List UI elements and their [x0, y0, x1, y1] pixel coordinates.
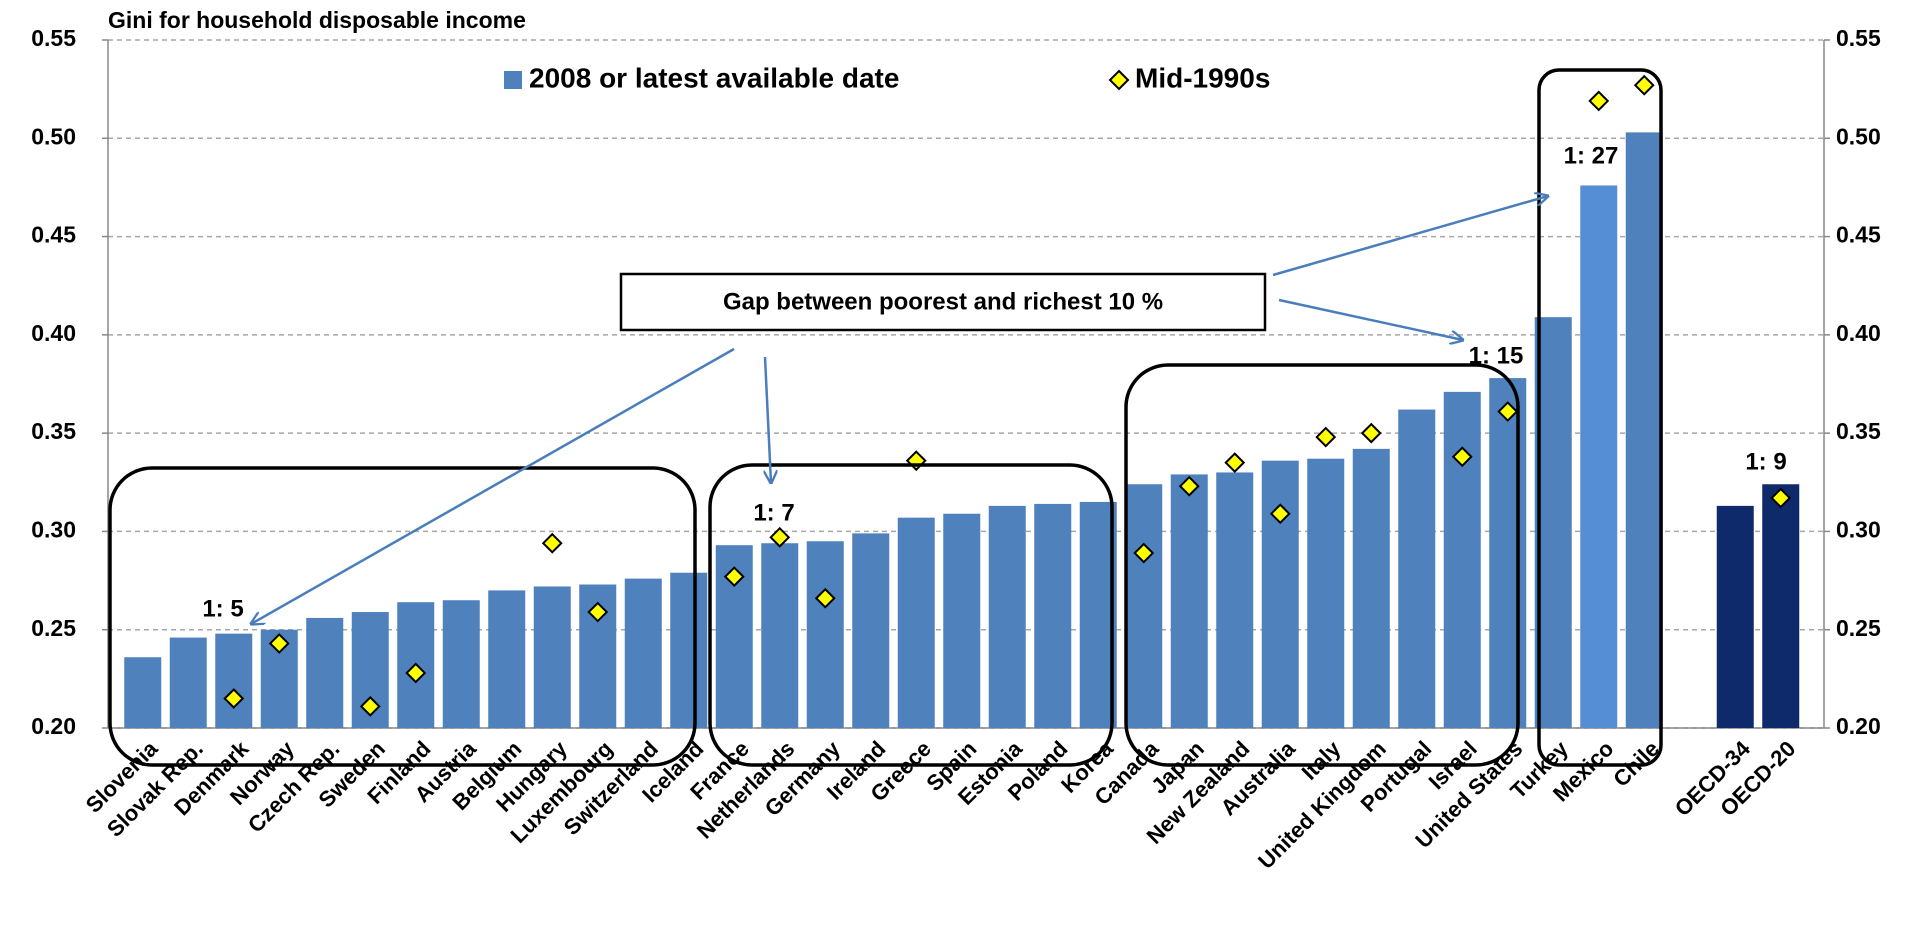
bar: [988, 505, 1026, 728]
marker: [1770, 487, 1792, 509]
bar: [1625, 132, 1663, 729]
marker: [405, 662, 427, 684]
bar: [806, 541, 844, 728]
group-boxes: [108, 68, 1663, 767]
y2-tick-label: 0.35: [1836, 418, 1881, 444]
bar: [215, 633, 253, 728]
legend-label: Mid-1990s: [1135, 62, 1270, 93]
y2-tick-label: 0.50: [1836, 123, 1881, 149]
marker: [1269, 503, 1291, 525]
arrows: [251, 196, 1548, 624]
group-box: [1537, 68, 1663, 767]
marker: [769, 526, 791, 548]
marker: [1451, 446, 1473, 468]
bar: [852, 533, 890, 728]
bar: [761, 543, 799, 728]
y2-tick-label: 0.25: [1836, 615, 1881, 641]
marker: [1633, 74, 1655, 96]
y2-tick-label: 0.30: [1836, 517, 1881, 543]
marker: [1497, 401, 1519, 422]
group-box: [108, 466, 697, 767]
chart-title: Gini for household disposable income: [108, 7, 526, 33]
bar: [943, 513, 981, 728]
marker: [268, 633, 290, 654]
bar: [1307, 458, 1345, 728]
bar: [1443, 391, 1481, 728]
y-tick-label: 0.25: [31, 615, 76, 641]
bar: [124, 657, 162, 728]
bar: [624, 578, 662, 728]
bar: [1125, 484, 1163, 728]
bar: [1534, 317, 1572, 728]
y2-tick-label: 0.55: [1836, 25, 1881, 51]
bar: [670, 572, 708, 728]
legend: 2008 or latest available date Mid-1990s: [504, 62, 1270, 93]
bar: [1762, 484, 1800, 728]
bar: [1216, 472, 1254, 728]
bar: [1261, 460, 1299, 728]
legend-swatch: [1108, 69, 1130, 91]
marker: [541, 532, 563, 554]
marker: [587, 601, 609, 623]
marker: [814, 587, 836, 609]
y-tick-label: 0.50: [31, 123, 76, 149]
bar: [1716, 505, 1754, 728]
annotation: 1: 27: [1564, 142, 1619, 169]
y-tick-label: 0.55: [31, 25, 76, 51]
marker: [1360, 422, 1382, 444]
marker: [1178, 475, 1200, 497]
y2-tick-label: 0.40: [1836, 320, 1881, 346]
y-tick-label: 0.45: [31, 222, 76, 248]
marker: [1224, 452, 1246, 474]
annotation: 1: 7: [753, 499, 794, 526]
bar: [897, 517, 935, 728]
y2-tick-label: 0.45: [1836, 222, 1881, 248]
bar: [1034, 503, 1072, 728]
marker: [905, 450, 927, 472]
bar: [1398, 409, 1436, 728]
bar: [1489, 378, 1527, 728]
annotation: 1: 15: [1469, 342, 1524, 369]
group-box: [1124, 363, 1520, 767]
bar: [1170, 474, 1208, 728]
legend-swatch: [504, 71, 522, 89]
annotation-box: [619, 272, 1267, 332]
y-tick-label: 0.40: [31, 320, 76, 346]
group-box: [708, 463, 1114, 767]
y-tick-label: 0.35: [31, 418, 76, 444]
y2-tick-label: 0.20: [1836, 713, 1881, 739]
marker: [359, 695, 381, 717]
annotation: 1: 5: [202, 595, 243, 622]
annotation: 1: 9: [1745, 448, 1786, 475]
bar: [533, 586, 571, 728]
marker: [1588, 90, 1610, 112]
bar: [169, 637, 207, 728]
bar: [1352, 448, 1390, 728]
annotation: Gap between poorest and richest 10 %: [723, 288, 1163, 315]
arrow: [251, 347, 735, 624]
bar: [442, 600, 480, 728]
marker: [723, 566, 745, 588]
bar: [1580, 185, 1618, 728]
legend-label: 2008 or latest available date: [529, 62, 899, 93]
bar: [488, 590, 526, 728]
y-tick-label: 0.30: [31, 517, 76, 543]
marker: [1133, 542, 1155, 564]
marker: [223, 688, 245, 709]
y-tick-label: 0.20: [31, 713, 76, 739]
arrow: [1272, 196, 1548, 277]
arrow: [1278, 298, 1463, 340]
arrow: [765, 356, 771, 483]
marker: [1315, 426, 1337, 448]
bar: [306, 617, 344, 728]
